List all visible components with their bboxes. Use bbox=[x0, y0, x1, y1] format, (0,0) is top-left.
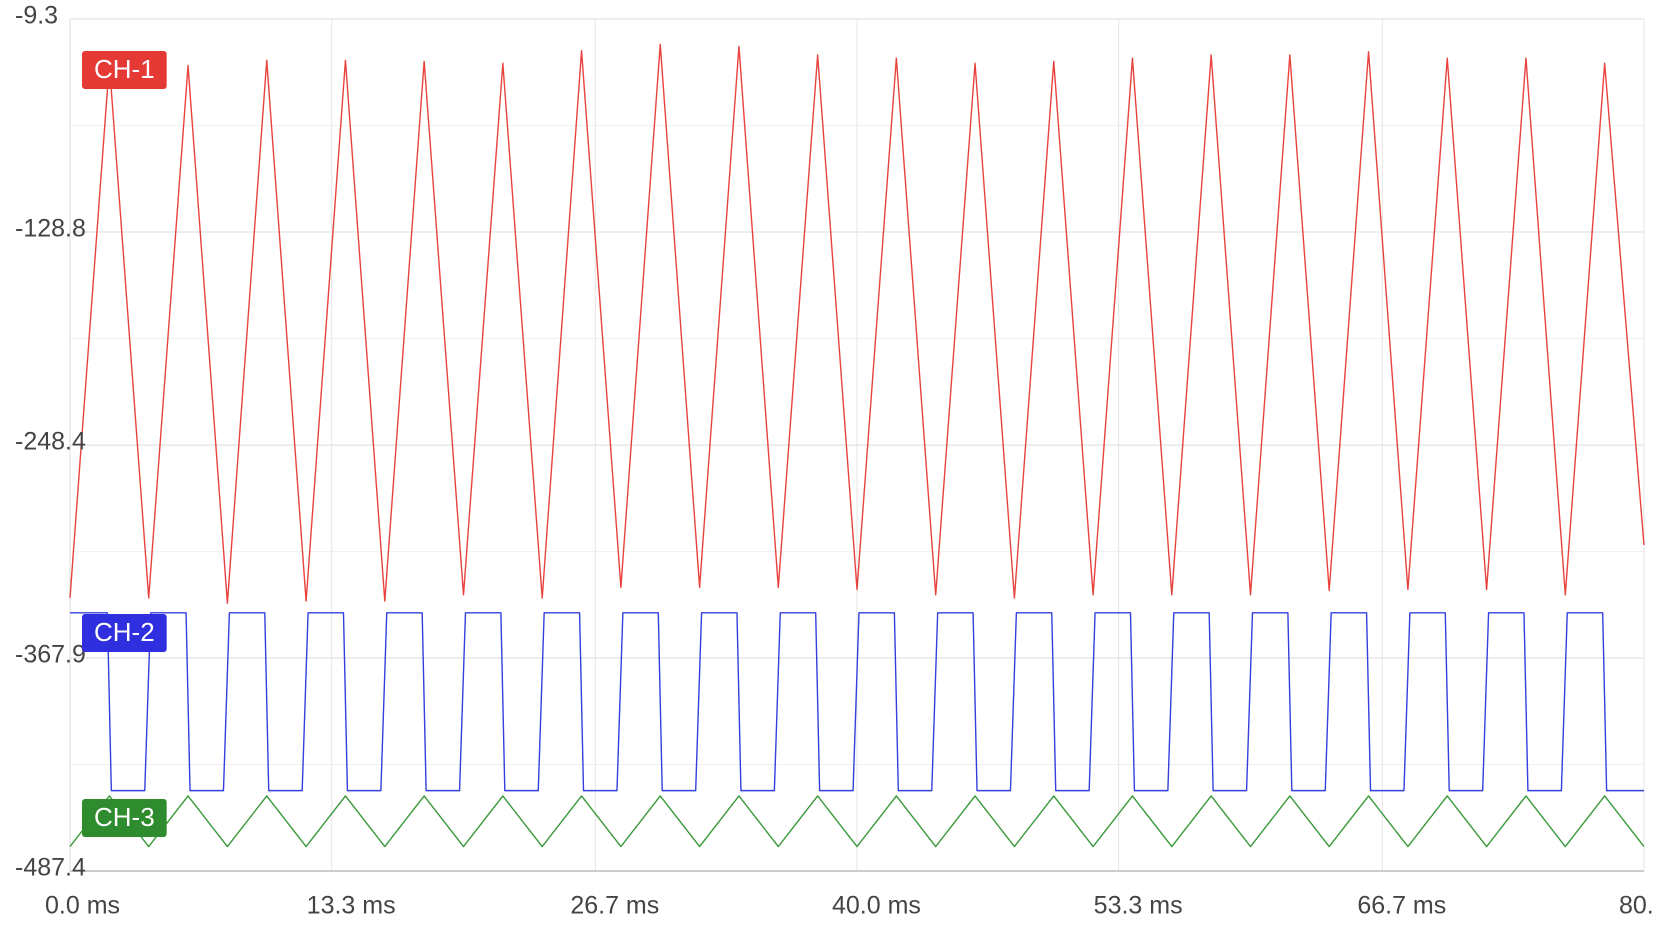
x-tick-label: 53.3 ms bbox=[1094, 892, 1183, 920]
x-tick-label: 13.3 ms bbox=[307, 892, 396, 920]
x-tick-label: 40.0 ms bbox=[832, 892, 921, 920]
badge-box bbox=[82, 799, 167, 837]
y-tick-label: -9.3 bbox=[15, 2, 58, 30]
x-tick-label: 66.7 ms bbox=[1357, 892, 1446, 920]
legend-label: CH-1 bbox=[94, 54, 155, 84]
x-tick-label: 26.7 ms bbox=[570, 892, 659, 920]
channel-badge: CH-3 bbox=[82, 799, 167, 837]
y-tick-label: -367.9 bbox=[15, 641, 86, 669]
x-tick-label: 0.0 ms bbox=[45, 892, 120, 920]
badge-box bbox=[82, 614, 167, 652]
legend-label: CH-2 bbox=[94, 617, 155, 647]
channel-badge: CH-2 bbox=[82, 614, 167, 652]
legend-label: CH-3 bbox=[94, 802, 155, 832]
y-tick-label: -248.4 bbox=[15, 428, 86, 456]
y-tick-label: -487.4 bbox=[15, 854, 86, 882]
series-line bbox=[69, 43, 1645, 604]
badge-box bbox=[82, 51, 167, 89]
channel-badge: CH-1 bbox=[82, 51, 167, 89]
x-tick-label: 80. bbox=[1619, 892, 1654, 920]
series-line bbox=[69, 795, 1645, 848]
series-line bbox=[70, 612, 1644, 792]
y-tick-label: -128.8 bbox=[15, 215, 86, 243]
